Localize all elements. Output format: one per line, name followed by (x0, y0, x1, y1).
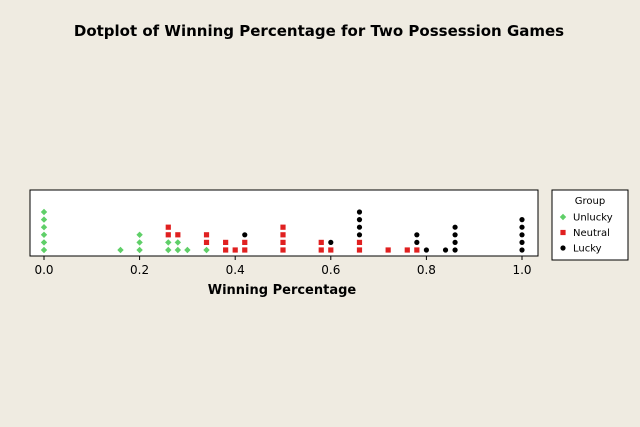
dot-neutral (318, 247, 324, 253)
dot-unlucky (203, 246, 210, 254)
dot-lucky (519, 232, 525, 238)
dot-neutral (223, 239, 229, 245)
x-axis-label: Winning Percentage (208, 283, 357, 298)
dot-lucky (423, 247, 429, 253)
dot-lucky (519, 247, 525, 253)
x-tick-label: 0.4 (226, 263, 245, 277)
dot-neutral (203, 239, 210, 245)
dot-neutral (242, 239, 248, 245)
x-tick-label: 0.6 (321, 263, 340, 277)
dot-unlucky (174, 246, 182, 254)
legend-label-unlucky: Unlucky (573, 213, 613, 224)
dot-neutral (223, 247, 229, 253)
dot-lucky (452, 239, 458, 245)
legend-marker-lucky (560, 245, 566, 251)
legend: Unlucky Neutral Lucky (559, 213, 613, 255)
dot-neutral (175, 232, 181, 238)
dot-unlucky (40, 224, 48, 231)
chart-title: Dotplot of Winning Percentage for Two Po… (74, 22, 564, 40)
legend-label-lucky: Lucky (573, 244, 602, 255)
dot-neutral (404, 247, 410, 253)
dot-unlucky (40, 208, 48, 216)
dot-neutral (242, 247, 248, 253)
dot-neutral (328, 247, 334, 253)
dot-lucky (356, 224, 363, 230)
dot-lucky (328, 239, 334, 245)
dot-lucky (452, 232, 458, 238)
dot-neutral (165, 232, 171, 238)
dot-unlucky (184, 246, 191, 254)
dot-neutral (385, 247, 391, 253)
dot-lucky (452, 247, 458, 253)
dot-unlucky (136, 246, 143, 254)
dot-neutral (232, 247, 238, 253)
dot-marks (40, 208, 525, 254)
dot-unlucky (136, 231, 143, 238)
dot-lucky (356, 232, 363, 238)
x-tick-label: 1.0 (512, 263, 531, 277)
dot-unlucky (174, 239, 182, 246)
dot-unlucky (40, 239, 48, 246)
dot-lucky (442, 247, 449, 253)
dot-neutral (356, 247, 363, 253)
dot-unlucky (165, 246, 172, 254)
dot-neutral (165, 224, 171, 230)
dot-unlucky (136, 239, 143, 246)
dot-neutral (414, 247, 420, 253)
legend-marker-neutral (560, 229, 566, 236)
x-axis: 0.0 0.2 0.4 0.6 0.8 1.0 (34, 256, 532, 277)
dot-neutral (280, 232, 286, 238)
dot-neutral (280, 247, 286, 253)
dot-lucky (452, 224, 458, 230)
dot-lucky (519, 217, 525, 223)
dot-neutral (356, 239, 363, 245)
dot-lucky (414, 232, 420, 238)
x-tick-label: 0.8 (417, 263, 436, 277)
x-tick-label: 0.0 (34, 263, 53, 277)
dot-neutral (203, 232, 210, 238)
dot-unlucky (165, 239, 172, 246)
dot-neutral (280, 224, 286, 230)
x-tick-label: 0.2 (130, 263, 149, 277)
legend-title: Group (575, 196, 605, 207)
dot-lucky (356, 209, 363, 215)
legend-marker-unlucky (559, 213, 567, 221)
dot-unlucky (40, 216, 48, 223)
dot-unlucky (40, 246, 48, 254)
dot-lucky (414, 239, 420, 245)
dot-neutral (318, 239, 324, 245)
dot-unlucky (40, 231, 48, 238)
dot-lucky (242, 232, 248, 238)
plot-area (29, 189, 539, 257)
dot-lucky (519, 224, 525, 230)
legend-label-neutral: Neutral (573, 228, 610, 239)
dot-neutral (280, 239, 286, 245)
dot-lucky (356, 217, 363, 223)
dot-lucky (519, 239, 525, 245)
dot-unlucky (117, 246, 124, 254)
